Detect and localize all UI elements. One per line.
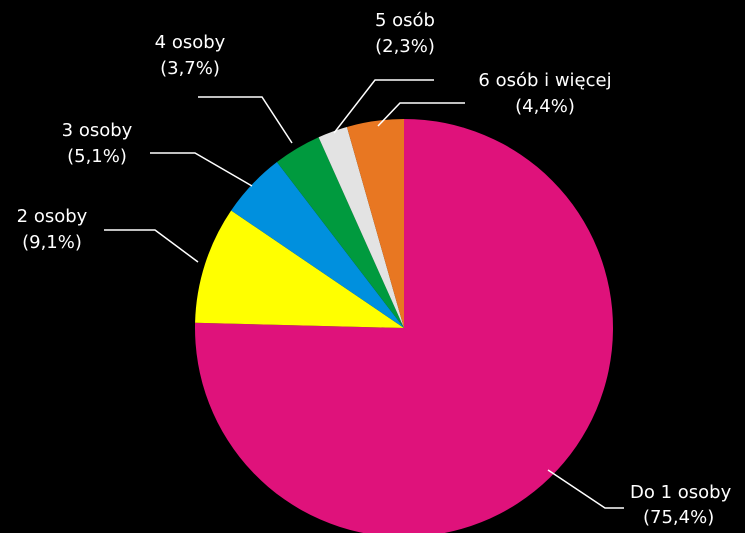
pie-slice-3-osoby xyxy=(231,162,404,328)
pie-slice-2-osoby xyxy=(195,210,404,328)
leader-lines xyxy=(104,79,624,509)
pie-slices xyxy=(195,119,613,533)
slice-value-5-osob: (2,3%) xyxy=(375,36,435,57)
slice-value-3-osoby: (5,1%) xyxy=(67,146,127,167)
slice-label-4-osoby: 4 osoby xyxy=(155,32,226,53)
leader-line-5-osob xyxy=(333,79,434,134)
pie-slice-5-osob xyxy=(318,126,404,328)
slice-label-2-osoby: 2 osoby xyxy=(17,206,88,227)
slice-label-do-1-osoby: Do 1 osoby xyxy=(630,482,732,503)
slice-value-4-osoby: (3,7%) xyxy=(160,58,220,79)
pie-slice-6-osob-i-wiecej xyxy=(346,119,404,328)
pie-slice-4-osoby xyxy=(276,137,404,328)
leader-line-4-osoby xyxy=(198,96,293,144)
leader-line-6-osob-i-wiecej xyxy=(377,102,465,127)
slice-label-5-osob: 5 osób xyxy=(375,10,435,31)
slice-value-do-1-osoby: (75,4%) xyxy=(643,507,714,528)
pie-slice-do-1-osoby xyxy=(195,119,613,533)
leader-line-3-osoby xyxy=(150,152,253,187)
leader-line-do-1-osoby xyxy=(547,469,624,509)
slice-label-6-osob-i-wiecej: 6 osób i więcej xyxy=(478,70,611,91)
slice-value-2-osoby: (9,1%) xyxy=(22,232,82,253)
slice-value-6-osob-i-wiecej: (4,4%) xyxy=(515,96,575,117)
slice-label-3-osoby: 3 osoby xyxy=(62,120,133,141)
leader-line-2-osoby xyxy=(104,229,199,263)
